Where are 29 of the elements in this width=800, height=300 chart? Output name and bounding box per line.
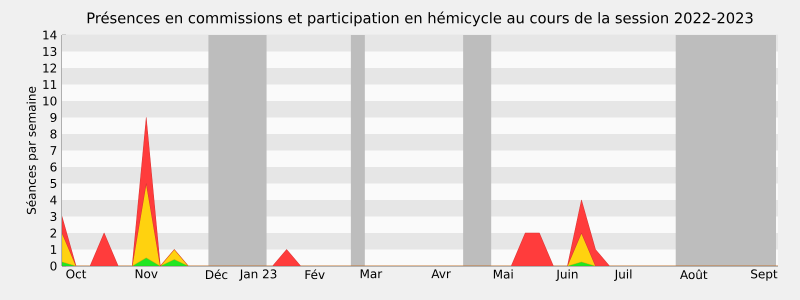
y-tick-label: 12	[43, 64, 56, 72]
x-tick-label: Juin	[556, 269, 578, 281]
y-tick-label: 2	[50, 228, 56, 238]
y-tick-label: 8	[50, 129, 56, 139]
x-tick-label: Mar	[360, 269, 382, 278]
y-tick-label: 5	[50, 179, 56, 188]
y-tick-label: 4	[50, 196, 57, 204]
y-tick-label: 14	[43, 30, 57, 40]
y-tick-label: 0	[50, 261, 56, 271]
y-tick-label: 9	[50, 112, 56, 122]
y-tick-label: 6	[50, 162, 57, 172]
x-tick-label: Déc	[206, 269, 228, 280]
y-tick-label: 13	[43, 46, 56, 56]
y-tick-label: 3	[50, 212, 56, 222]
x-tick-label: Nov	[136, 269, 158, 278]
x-tick-label: Fév	[306, 269, 325, 280]
y-tick-label: 7	[50, 146, 56, 155]
x-tick-label: Août	[680, 269, 708, 280]
x-tick-label: Avr	[431, 269, 451, 278]
x-tick-label: Mai	[494, 269, 513, 279]
y-tick-label: 1	[50, 245, 56, 254]
y-tick-label: 11	[43, 80, 56, 89]
chart-title: Présences en commissions et participation en hémicycle au cours de la session 2022-2023	[88, 12, 753, 26]
x-tick-label: Sept	[751, 269, 778, 281]
x-tick-label: Jan 23	[239, 269, 276, 281]
y-tick-label: 10	[43, 96, 56, 106]
y-axis-title: Séances par semaine	[26, 86, 38, 214]
x-tick-label: Juil	[614, 269, 632, 281]
x-tick-label: Oct	[66, 269, 86, 278]
